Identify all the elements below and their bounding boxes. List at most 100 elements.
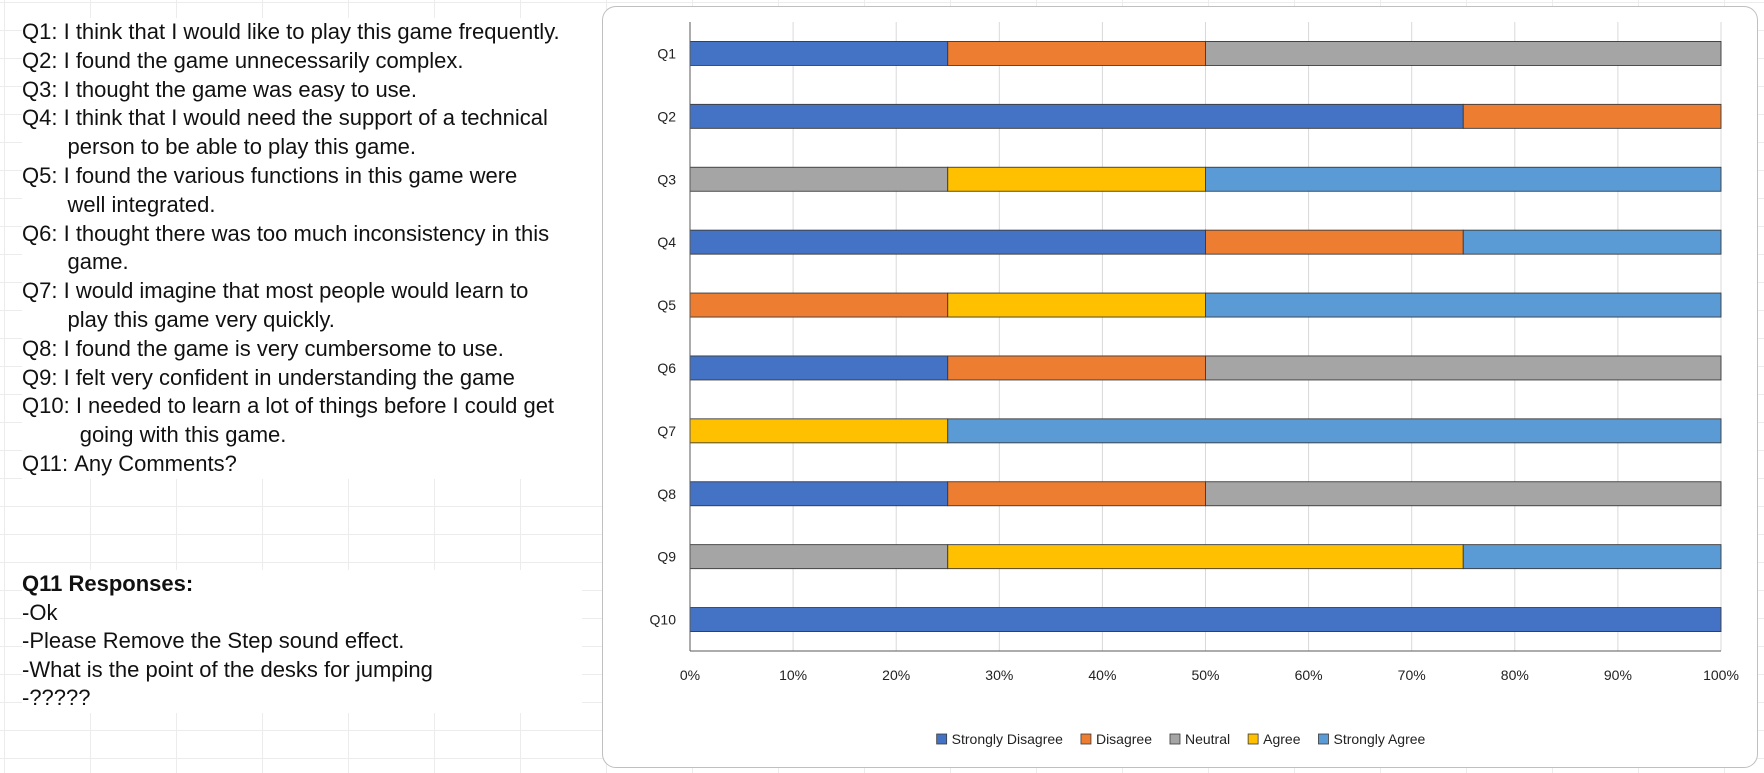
question-item: Q9: I felt very confident in understandi… — [22, 364, 607, 393]
response-item: -Ok — [22, 599, 58, 625]
question-text: I think that I would need the support of… — [63, 105, 548, 131]
bar-segment — [689, 41, 949, 66]
question-item: Q6: I thought there was too much inconsi… — [22, 220, 607, 278]
legend-swatch — [1080, 733, 1092, 745]
y-tick-label: Q7 — [657, 423, 676, 439]
responses-title: Q11 Responses: — [22, 571, 194, 596]
bar-segment — [689, 418, 949, 444]
question-id: Q10: — [22, 393, 70, 419]
bar-segment — [1205, 292, 1722, 318]
question-item: Q11: Any Comments? — [22, 450, 607, 479]
question-id: Q4: — [22, 105, 58, 131]
bar-segment — [947, 544, 1464, 570]
question-text: I thought the game was easy to use. — [63, 76, 418, 102]
bar-segment — [1462, 544, 1722, 570]
question-item: Q10: I needed to learn a lot of things b… — [22, 392, 607, 450]
bar-segment — [1205, 166, 1722, 192]
question-text-continued: going with this game. — [79, 422, 287, 448]
question-item: Q2: I found the game unnecessarily compl… — [22, 47, 607, 76]
y-tick-label: Q1 — [657, 45, 676, 61]
y-tick-label: Q10 — [650, 612, 677, 628]
response-item: -????? — [22, 685, 91, 710]
bar-segment — [689, 292, 949, 318]
question-text-continued: person to be able to play this game. — [67, 134, 417, 160]
question-text: I found the various functions in this ga… — [63, 162, 518, 188]
question-text: I thought there was too much inconsisten… — [63, 220, 550, 246]
legend-label: Strongly Disagree — [952, 731, 1063, 747]
y-tick-label: Q8 — [657, 486, 676, 502]
question-item: Q7: I would imagine that most people wou… — [22, 277, 607, 335]
response-item: -What is the point of the desks for jump… — [22, 656, 433, 682]
x-tick-label: 40% — [1088, 667, 1116, 683]
response-item: -Please Remove the Step sound effect. — [22, 628, 405, 653]
legend-label: Disagree — [1096, 731, 1152, 747]
bar-segment — [689, 607, 1722, 632]
question-text: I needed to learn a lot of things before… — [75, 393, 555, 419]
legend-label: Agree — [1263, 731, 1301, 747]
bar-segment — [1462, 229, 1722, 255]
question-id: Q9: — [22, 364, 58, 390]
x-tick-label: 50% — [1191, 667, 1219, 683]
stacked-bar-chart: Q1 Q2 Q3 Q4 Q5 Q6 Q7 Q8 Q9 Q10 0% 10% 20% 30% 40% 50% 60… — [650, 22, 1739, 747]
question-item: Q1: I think that I would like to play th… — [22, 18, 607, 47]
question-id: Q7: — [22, 278, 58, 304]
bar-segment — [947, 418, 1722, 444]
response-list: -Ok -Please Remove the Step sound effect.… — [22, 599, 582, 713]
chart-container: Q1 Q2 Q3 Q4 Q5 Q6 Q7 Q8 Q9 Q10 0% 10% 20% 30% 40% 50% 60… — [602, 6, 1758, 768]
bar-segment — [1205, 355, 1722, 381]
question-item: Q5: I found the various functions in thi… — [22, 162, 607, 220]
question-text-continued: game. — [67, 249, 129, 275]
question-id: Q2: — [22, 47, 58, 73]
legend-label: Neutral — [1185, 731, 1230, 747]
x-tick-label: 20% — [882, 667, 910, 683]
question-text: I think that I would like to play this g… — [63, 19, 560, 44]
legend-swatch — [1318, 733, 1329, 745]
bar-segment — [1462, 103, 1722, 129]
question-item: Q8: I found the game is very cumbersome … — [22, 335, 607, 364]
bar-segment — [689, 229, 1206, 255]
x-tick-label: 60% — [1295, 667, 1323, 683]
question-text: Any Comments? — [74, 450, 237, 476]
question-id: Q5: — [22, 162, 58, 188]
responses-section: Q11 Responses: -Ok -Please Remove the Ste… — [22, 570, 582, 713]
bar-segment — [1205, 481, 1722, 507]
question-text: I felt very confident in understanding t… — [63, 364, 515, 390]
legend-swatch — [1247, 733, 1259, 745]
bar-segment — [689, 481, 949, 507]
question-item: Q3: I thought the game was easy to use. — [22, 76, 607, 105]
x-tick-label: 30% — [985, 667, 1013, 683]
y-tick-label: Q9 — [657, 549, 676, 565]
x-tick-label: 10% — [779, 667, 807, 683]
question-text: I would imagine that most people would l… — [63, 278, 529, 304]
x-tick-label: 90% — [1604, 667, 1632, 683]
question-id: Q8: — [22, 335, 58, 361]
bar-segment — [947, 481, 1206, 507]
y-tick-label: Q6 — [657, 360, 676, 376]
y-tick-label: Q4 — [657, 234, 676, 250]
question-id: Q1: — [22, 19, 58, 44]
question-text: I found the game unnecessarily complex. — [63, 47, 464, 73]
question-text: I found the game is very cumbersome to u… — [63, 335, 504, 361]
bar-segment — [689, 544, 949, 570]
question-id: Q3: — [22, 76, 58, 102]
bar-segment — [1205, 229, 1464, 255]
bar-segment — [947, 166, 1206, 192]
question-list: Q1: I think that I would like to play th… — [22, 18, 607, 479]
bar-segment — [689, 166, 949, 192]
bar-segment — [947, 355, 1206, 381]
x-tick-label: 70% — [1398, 667, 1426, 683]
legend-swatch — [1169, 733, 1181, 745]
bar-segment — [947, 292, 1206, 318]
bar-segment — [689, 355, 949, 381]
y-tick-label: Q2 — [657, 108, 676, 124]
question-id: Q11: — [22, 450, 69, 476]
y-tick-label: Q5 — [657, 297, 676, 313]
question-item: Q4: I think that I would need the suppor… — [22, 104, 607, 162]
question-text-continued: well integrated. — [67, 191, 216, 217]
question-text-continued: play this game very quickly. — [67, 306, 335, 332]
question-id: Q6: — [22, 220, 58, 246]
legend-label: Strongly Agree — [1333, 731, 1425, 747]
x-tick-label: 0% — [680, 667, 700, 683]
y-tick-label: Q3 — [657, 171, 676, 187]
x-tick-label: 80% — [1501, 667, 1529, 683]
